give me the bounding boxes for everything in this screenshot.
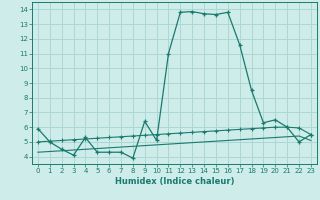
- X-axis label: Humidex (Indice chaleur): Humidex (Indice chaleur): [115, 177, 234, 186]
